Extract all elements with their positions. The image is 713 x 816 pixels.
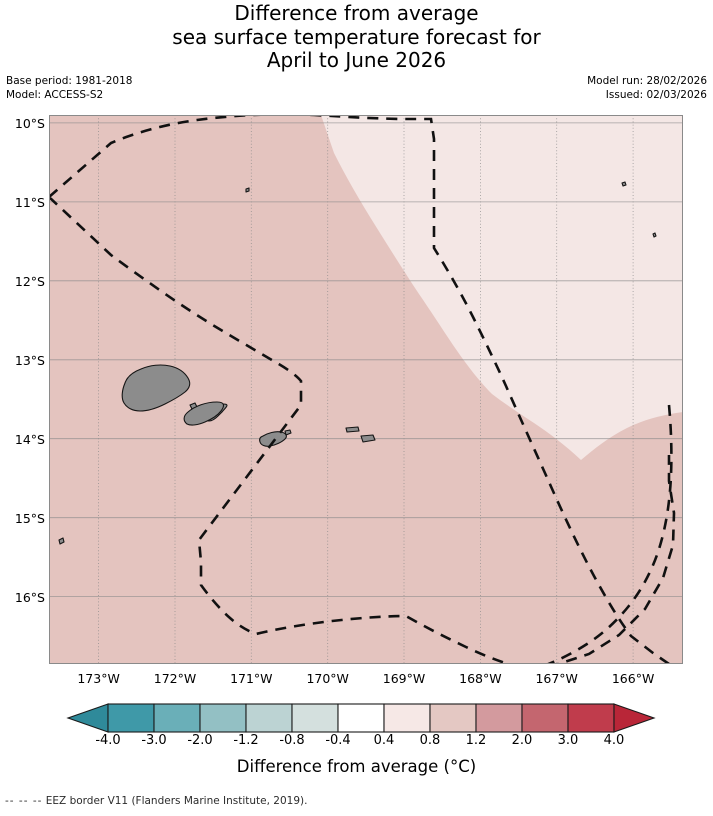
colorbar-bin-4 bbox=[291, 703, 339, 733]
y-tick-16S: 16°S bbox=[14, 589, 45, 605]
y-tick-12S: 12°S bbox=[14, 273, 45, 289]
colorbar-tick--1.2: -1.2 bbox=[233, 733, 259, 748]
colorbar-ticks: -4.0 -3.0 -2.0 -1.2 -0.8 -0.4 0.4 0.8 1.… bbox=[0, 733, 713, 753]
colorbar-bin-1 bbox=[153, 703, 201, 733]
colorbar-tick--4.0: -4.0 bbox=[95, 733, 121, 748]
colorbar-bin-6 bbox=[383, 703, 431, 733]
title-line-2: sea surface temperature forecast for bbox=[172, 24, 541, 49]
map-canvas: © Commonwealth of Australia 2026, Bureau… bbox=[49, 115, 683, 664]
header-meta-left: Base period: 1981-2018 Model: ACCESS-S2 bbox=[6, 74, 132, 102]
issued-label: Issued: 02/03/2026 bbox=[605, 89, 707, 101]
island-speck-sw bbox=[58, 537, 65, 545]
colorbar-bin-7 bbox=[429, 703, 477, 733]
colorbar-bin-9 bbox=[521, 703, 569, 733]
colorbar-tick-4.0: 4.0 bbox=[603, 733, 625, 748]
sst-region-northeast bbox=[321, 115, 683, 460]
y-tick-13S: 13°S bbox=[14, 352, 45, 368]
colorbar-tick--3.0: -3.0 bbox=[141, 733, 167, 748]
colorbar-tick-1.2: 1.2 bbox=[465, 733, 487, 748]
y-tick-15S: 15°S bbox=[14, 510, 45, 526]
x-tick-168W: 168°W bbox=[459, 671, 502, 686]
base-period-label: Base period: 1981-2018 bbox=[6, 75, 133, 87]
y-tick-11S: 11°S bbox=[14, 194, 45, 210]
colorbar-tick--0.4: -0.4 bbox=[325, 733, 351, 748]
model-label: Model: ACCESS-S2 bbox=[6, 89, 104, 101]
x-tick-171W: 171°W bbox=[230, 671, 273, 686]
y-tick-10S: 10°S bbox=[14, 115, 45, 131]
x-tick-170W: 170°W bbox=[306, 671, 349, 686]
island-speck-ne-2 bbox=[652, 232, 657, 238]
colorbar-bin-10 bbox=[567, 703, 615, 733]
colorbar-tick-0.4: 0.4 bbox=[373, 733, 395, 748]
x-tick-166W: 166°W bbox=[611, 671, 655, 686]
x-tick-173W: 173°W bbox=[77, 671, 120, 686]
island-savaii bbox=[121, 364, 191, 412]
eez-dash-glyph: -- -- -- bbox=[5, 795, 43, 807]
colorbar-bin-5 bbox=[337, 703, 385, 733]
map-y-axis: 10°S 11°S 12°S 13°S 14°S 15°S 16°S bbox=[0, 115, 45, 664]
footer-legend: -- -- -- EEZ border V11 (Flanders Marine… bbox=[5, 795, 307, 807]
map-x-axis: 173°W 172°W 171°W 170°W 169°W 168°W 167°… bbox=[49, 671, 683, 691]
header-meta-right: Model run: 28/02/2026 Issued: 02/03/2026 bbox=[587, 74, 707, 102]
title-line-1: Difference from average bbox=[234, 1, 479, 25]
y-tick-14S: 14°S bbox=[14, 431, 45, 447]
footer-text: EEZ border V11 (Flanders Marine Institut… bbox=[45, 795, 308, 807]
island-speck-nw bbox=[245, 187, 250, 193]
colorbar-bin-3 bbox=[245, 703, 293, 733]
colorbar-over-arrow bbox=[613, 703, 656, 733]
x-tick-167W: 167°W bbox=[535, 671, 578, 686]
model-run-label: Model run: 28/02/2026 bbox=[587, 75, 707, 87]
colorbar-tick--2.0: -2.0 bbox=[187, 733, 213, 748]
eez-border-right-arc bbox=[545, 404, 673, 664]
island-tutuila-tail bbox=[284, 429, 292, 436]
island-speck-ne-1 bbox=[621, 181, 627, 187]
colorbar-under-arrow bbox=[66, 703, 109, 733]
colorbar-tick-2.0: 2.0 bbox=[511, 733, 533, 748]
eez-border bbox=[49, 115, 676, 664]
colorbar-bin-0 bbox=[107, 703, 155, 733]
island-tau bbox=[360, 434, 376, 443]
colorbar-tick-3.0: 3.0 bbox=[557, 733, 579, 748]
colorbar-tick--0.8: -0.8 bbox=[279, 733, 305, 748]
colorbar: -4.0 -3.0 -2.0 -1.2 -0.8 -0.4 0.4 0.8 1.… bbox=[0, 700, 713, 760]
colorbar-bin-2 bbox=[199, 703, 247, 733]
colorbar-title: Difference from average (°C) bbox=[236, 757, 477, 776]
colorbar-tick-0.8: 0.8 bbox=[419, 733, 441, 748]
x-tick-169W: 169°W bbox=[382, 671, 426, 686]
colorbar-bin-8 bbox=[475, 703, 523, 733]
colorbar-segments bbox=[66, 703, 656, 733]
island-ofu-olosega bbox=[345, 426, 360, 433]
page-title: Difference from average sea surface temp… bbox=[0, 1, 713, 73]
title-line-3: April to June 2026 bbox=[266, 48, 447, 72]
x-tick-172W: 172°W bbox=[153, 671, 197, 686]
island-upolu-main bbox=[183, 401, 225, 426]
